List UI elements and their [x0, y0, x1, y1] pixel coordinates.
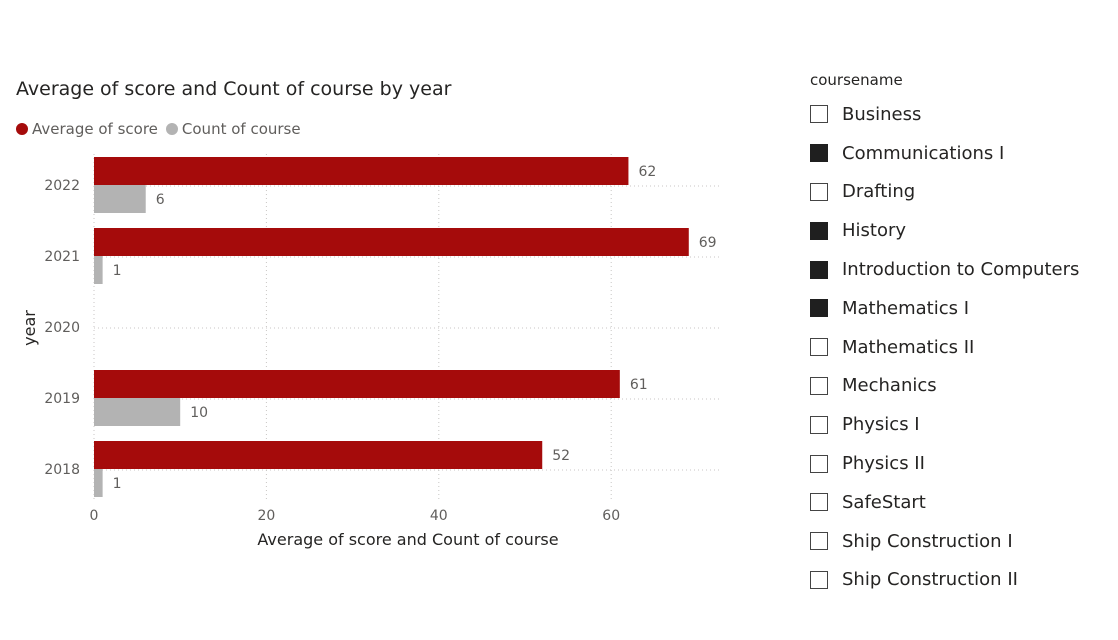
bar-average-of-score-2021: [94, 228, 689, 256]
bar-average-of-score-2022: [94, 157, 629, 185]
coursename-slicer: Business Communications I Drafting History I…: [810, 97, 1110, 601]
slicer-item[interactable]: History: [810, 213, 1110, 252]
data-label-count-2021: 1: [113, 263, 122, 279]
checkbox[interactable]: [810, 182, 828, 201]
bar-count-of-course-2022: [94, 185, 146, 213]
y-tick-label-2021: 2021: [44, 249, 80, 265]
checkbox[interactable]: [810, 144, 828, 163]
slicer-item[interactable]: Communications I: [810, 136, 1110, 175]
checkbox[interactable]: [810, 415, 828, 434]
bar-average-of-score-2018: [94, 441, 543, 469]
checkbox[interactable]: [810, 454, 828, 473]
slicer-item-label: Ship Construction II: [842, 569, 1018, 591]
legend-dot-score: [16, 123, 28, 135]
slicer-item[interactable]: Mathematics II: [810, 330, 1110, 369]
legend-label-score: Average of score: [32, 120, 158, 138]
data-label-count-2019: 10: [190, 405, 208, 421]
slicer-item-label: Physics II: [842, 453, 925, 475]
data-label-score-2022: 62: [638, 164, 656, 180]
slicer-item[interactable]: Mathematics I: [810, 291, 1110, 330]
legend-item-count-of-course[interactable]: Count of course: [165, 120, 301, 138]
data-label-count-2018: 1: [113, 476, 122, 492]
data-label-score-2019: 61: [630, 377, 648, 393]
bar-count-of-course-2021: [94, 256, 103, 284]
checkbox[interactable]: [810, 493, 828, 512]
slicer-title: coursename: [810, 71, 903, 89]
checkbox[interactable]: [810, 260, 828, 279]
bar-count-of-course-2018: [94, 469, 103, 497]
x-tick-label: 60: [602, 508, 620, 524]
checkbox[interactable]: [810, 221, 828, 240]
data-label-score-2018: 52: [552, 448, 570, 464]
data-label-score-2021: 69: [699, 235, 717, 251]
legend-dot-count: [165, 123, 178, 135]
legend-item-average-of-score[interactable]: Average of score: [16, 120, 158, 138]
legend-label-count: Count of course: [181, 120, 301, 138]
slicer-item[interactable]: Business: [810, 97, 1110, 136]
checkbox[interactable]: [810, 299, 828, 318]
y-tick-label-2020: 2020: [44, 320, 80, 336]
slicer-item-label: Physics I: [842, 414, 920, 436]
slicer-item-label: Mathematics I: [842, 297, 970, 319]
slicer-item-label: Introduction to Computers: [842, 259, 1080, 281]
slicer-item-label: History: [842, 220, 907, 242]
slicer-item-label: Ship Construction I: [842, 530, 1013, 552]
slicer-item-label: Communications I: [842, 142, 1005, 164]
slicer-item[interactable]: Physics I: [810, 407, 1110, 446]
checkbox[interactable]: [810, 105, 828, 124]
chart-title: Average of score and Count of course by …: [16, 78, 452, 100]
slicer-item[interactable]: Ship Construction I: [810, 524, 1110, 563]
bar-average-of-score-2019: [94, 370, 620, 398]
bar-count-of-course-2019: [94, 398, 181, 426]
slicer-item-label: Drafting: [842, 181, 916, 203]
slicer-item[interactable]: SafeStart: [810, 485, 1110, 524]
slicer-item[interactable]: Mechanics: [810, 369, 1110, 408]
checkbox[interactable]: [810, 570, 828, 589]
slicer-item-label: SafeStart: [842, 491, 926, 513]
chart-legend: Average of score Count of course: [16, 119, 309, 139]
x-tick-label: 20: [257, 508, 275, 524]
y-tick-label-2022: 2022: [44, 178, 80, 194]
slicer-item[interactable]: Physics II: [810, 446, 1110, 485]
y-axis-title: year: [20, 310, 39, 346]
checkbox[interactable]: [810, 532, 828, 551]
checkbox[interactable]: [810, 338, 828, 357]
y-tick-label-2019: 2019: [44, 391, 80, 407]
slicer-item-label: Business: [842, 103, 922, 125]
slicer-item[interactable]: Ship Construction II: [810, 563, 1110, 602]
x-tick-label: 40: [430, 508, 448, 524]
slicer-item[interactable]: Drafting: [810, 175, 1110, 214]
x-axis-title: Average of score and Count of course: [257, 530, 558, 549]
checkbox[interactable]: [810, 376, 828, 395]
slicer-item-label: Mathematics II: [842, 336, 975, 358]
slicer-item[interactable]: Introduction to Computers: [810, 252, 1110, 291]
data-label-count-2022: 6: [156, 192, 165, 208]
slicer-item-label: Mechanics: [842, 375, 937, 397]
y-tick-label-2018: 2018: [44, 462, 80, 478]
x-tick-label: 0: [90, 508, 99, 524]
